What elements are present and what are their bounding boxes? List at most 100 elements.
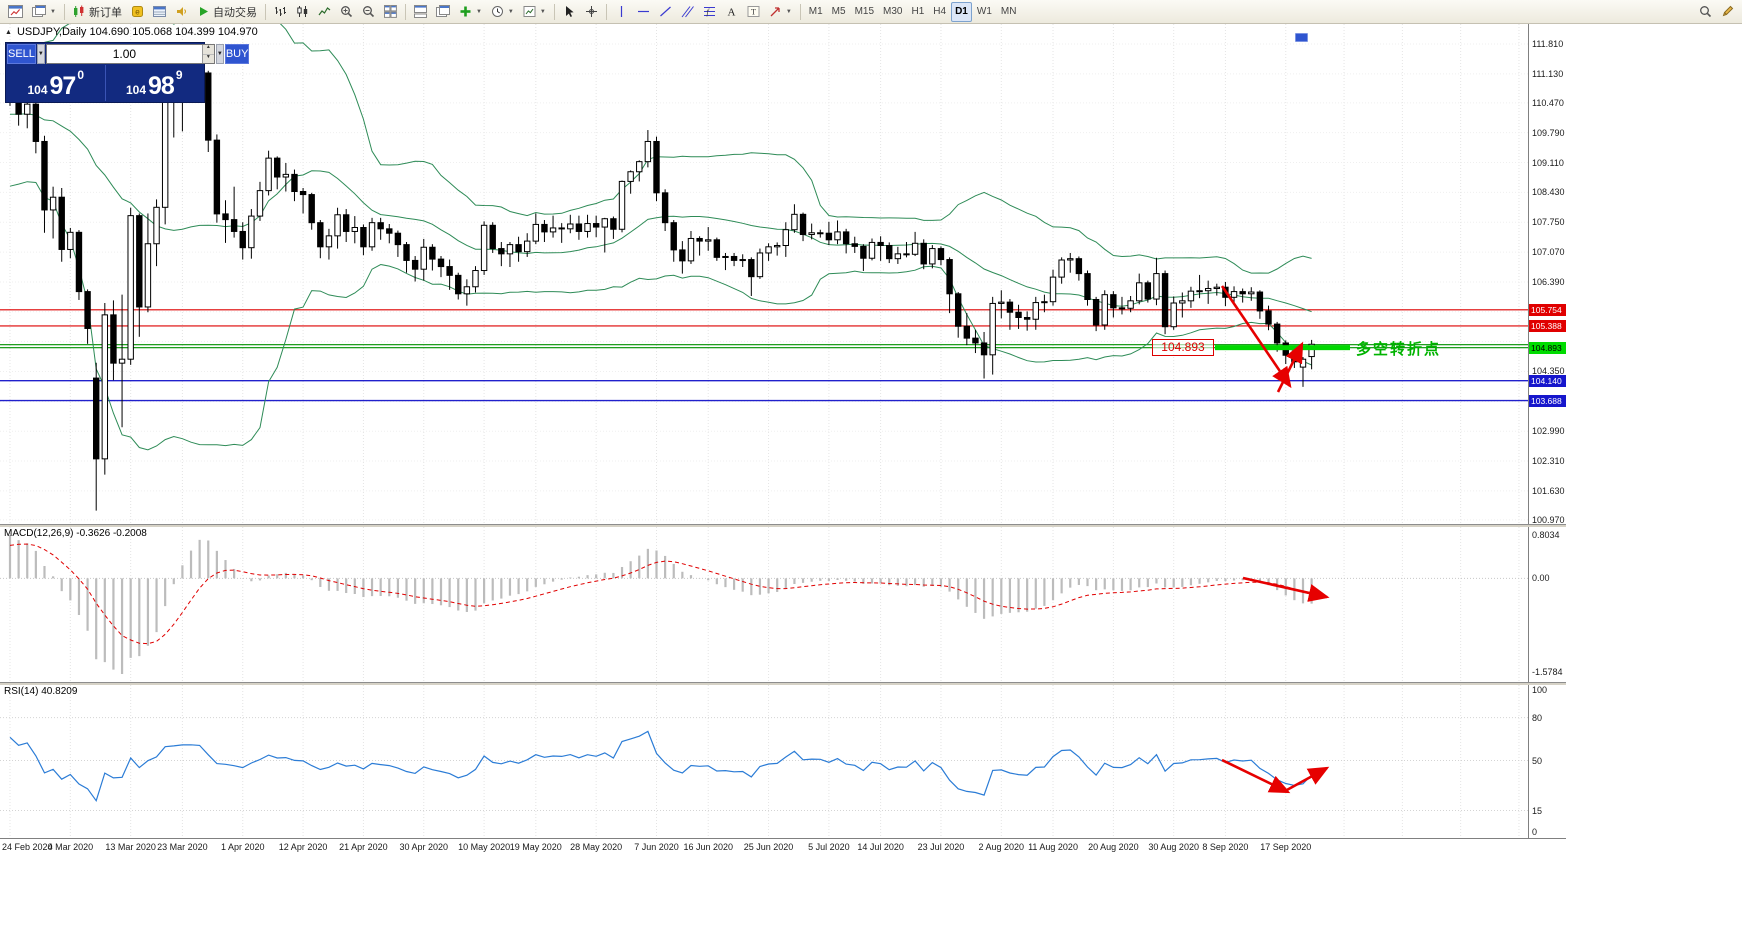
terminal-button[interactable] bbox=[149, 2, 170, 22]
price-tag: 105.388 bbox=[1529, 319, 1566, 332]
arrows-button[interactable]: ▼ bbox=[765, 2, 796, 22]
tf-h1-button[interactable]: H1 bbox=[907, 2, 928, 22]
tf-mn-button[interactable]: MN bbox=[997, 2, 1021, 22]
buy-button[interactable]: BUY bbox=[224, 44, 250, 64]
tf-h4-button[interactable]: H4 bbox=[929, 2, 950, 22]
crosshair-icon bbox=[585, 5, 598, 18]
rsi-axis[interactable]: 100 80 50 15 0 bbox=[1528, 685, 1566, 838]
line-chart-button[interactable] bbox=[314, 2, 335, 22]
date-tick: 5 Jul 2020 bbox=[808, 842, 850, 852]
date-tick: 11 Aug 2020 bbox=[1028, 842, 1078, 852]
vline-icon bbox=[615, 5, 628, 18]
buy-options-dropdown[interactable]: ▼ bbox=[215, 44, 224, 64]
crosshair-button[interactable] bbox=[581, 2, 602, 22]
sell-price-sup: 0 bbox=[77, 68, 85, 82]
rsi-pane[interactable]: RSI(14) 40.8209 bbox=[0, 685, 1528, 838]
tf-m5-button[interactable]: M5 bbox=[828, 2, 850, 22]
label-button[interactable]: T bbox=[743, 2, 764, 22]
step-down-icon[interactable]: ▼ bbox=[202, 54, 214, 63]
new-order-button[interactable]: 新订单 bbox=[69, 2, 126, 22]
indicator-axis-label: 0.00 bbox=[1532, 573, 1550, 584]
alerts-button[interactable] bbox=[171, 2, 192, 22]
button-label: M30 bbox=[883, 6, 903, 17]
quick-edit-button[interactable] bbox=[1717, 2, 1738, 22]
pane-separator[interactable] bbox=[0, 682, 1566, 685]
search-button[interactable] bbox=[1695, 2, 1716, 22]
sell-price-display[interactable]: 104 97 0 bbox=[7, 65, 106, 101]
autotrading-button[interactable]: 自动交易 bbox=[193, 2, 261, 22]
channel-button[interactable] bbox=[677, 2, 698, 22]
horizontal-lines[interactable] bbox=[0, 309, 1528, 402]
zoom-in-icon bbox=[340, 5, 353, 18]
price-annotation-box[interactable]: 104.893 bbox=[1152, 339, 1214, 356]
tile-icon bbox=[383, 5, 397, 18]
volume-input[interactable] bbox=[46, 45, 202, 63]
step-up-icon[interactable]: ▲ bbox=[202, 45, 214, 55]
bar-chart-button[interactable] bbox=[270, 2, 291, 22]
collapse-triangle-icon[interactable]: ▲ bbox=[5, 28, 12, 36]
tile-windows-button[interactable] bbox=[380, 2, 401, 22]
macd-signal-line bbox=[9, 543, 1312, 645]
vertical-line-button[interactable] bbox=[611, 2, 632, 22]
zoom-in-button[interactable] bbox=[336, 2, 357, 22]
thick-green-line bbox=[1215, 345, 1350, 351]
tf-m1-button[interactable]: M1 bbox=[805, 2, 827, 22]
toolbar-separator bbox=[264, 3, 266, 20]
buy-price-display[interactable]: 104 98 9 bbox=[106, 65, 204, 101]
svg-text:f: f bbox=[706, 8, 710, 17]
indicators-button[interactable]: ▼ bbox=[455, 2, 486, 22]
tf-d1-button[interactable]: D1 bbox=[951, 1, 972, 22]
red-trend-arrow bbox=[1276, 341, 1304, 393]
sell-price-base: 104 bbox=[27, 83, 48, 97]
date-tick: 14 Jul 2020 bbox=[857, 842, 904, 852]
buy-price-big: 98 bbox=[148, 72, 175, 100]
chevron-down-icon: ▼ bbox=[507, 8, 514, 15]
main-chart-pane[interactable]: ▲ USDJPY,Daily 104.690 105.068 104.399 1… bbox=[0, 24, 1528, 524]
date-tick: 30 Aug 2020 bbox=[1148, 842, 1199, 852]
sell-price-big: 97 bbox=[49, 72, 77, 100]
templates-button[interactable]: ▼ bbox=[519, 2, 550, 22]
trendline-button[interactable] bbox=[655, 2, 676, 22]
metaeditor-button[interactable]: e bbox=[127, 2, 148, 22]
indicator-axis-label: 100 bbox=[1532, 685, 1548, 695]
tf-m30-button[interactable]: M30 bbox=[879, 2, 906, 22]
chevron-down-icon: ▼ bbox=[50, 8, 56, 15]
zoom-out-button[interactable] bbox=[358, 2, 379, 22]
chart-window: ▲ USDJPY,Daily 104.690 105.068 104.399 1… bbox=[0, 24, 1566, 856]
price-axis[interactable]: 111.810 111.130 110.470 109.790 109.110 108.4… bbox=[1528, 24, 1566, 524]
fibonacci-button[interactable]: f bbox=[699, 2, 720, 22]
turning-point-label[interactable]: 多空转折点 bbox=[1356, 341, 1442, 358]
macd-pane[interactable]: MACD(12,26,9) -0.3626 -0.2008 bbox=[0, 527, 1528, 682]
rsi-line bbox=[9, 730, 1313, 803]
tf-w1-button[interactable]: W1 bbox=[973, 2, 996, 22]
time-axis[interactable]: 24 Feb 2020 4 Mar 2020 13 Mar 2020 23 Mar 2… bbox=[0, 838, 1566, 856]
cascade-windows-button[interactable] bbox=[432, 2, 454, 22]
price-tick: 100.970 bbox=[1532, 514, 1565, 524]
periods-button[interactable]: ▼ bbox=[487, 2, 518, 22]
channel-icon bbox=[681, 5, 694, 18]
date-tick: 20 Aug 2020 bbox=[1088, 842, 1139, 852]
cursor-button[interactable] bbox=[559, 2, 580, 22]
cursor-icon bbox=[563, 5, 576, 18]
search-icon bbox=[1699, 5, 1712, 18]
price-tag: 105.754 bbox=[1529, 303, 1566, 316]
pane-separator[interactable] bbox=[0, 524, 1566, 527]
candlestick-chart-button[interactable] bbox=[292, 2, 313, 22]
auto-arrange-button[interactable] bbox=[410, 2, 431, 22]
tf-m15-button[interactable]: M15 bbox=[851, 2, 878, 22]
new-chart-button[interactable] bbox=[4, 2, 27, 22]
profiles-button[interactable]: ▼ bbox=[28, 2, 60, 22]
sell-button[interactable]: SELL bbox=[7, 44, 36, 64]
zoom-out-icon bbox=[362, 5, 375, 18]
sell-options-dropdown[interactable]: ▼ bbox=[36, 44, 45, 64]
indicator-axis-label: 80 bbox=[1532, 712, 1543, 723]
price-tick: 102.990 bbox=[1532, 426, 1565, 437]
horizontal-line-button[interactable] bbox=[633, 2, 654, 22]
macd-axis[interactable]: 0.8034 0.00 -1.5784 bbox=[1528, 527, 1566, 682]
indicator-axis-label: -1.5784 bbox=[1532, 667, 1563, 677]
new-order-icon bbox=[73, 5, 86, 18]
volume-stepper[interactable]: ▲ ▼ bbox=[201, 45, 214, 63]
indicators-icon bbox=[459, 5, 472, 18]
text-button[interactable]: A bbox=[721, 2, 742, 22]
drawn-objects[interactable] bbox=[1215, 285, 1350, 393]
